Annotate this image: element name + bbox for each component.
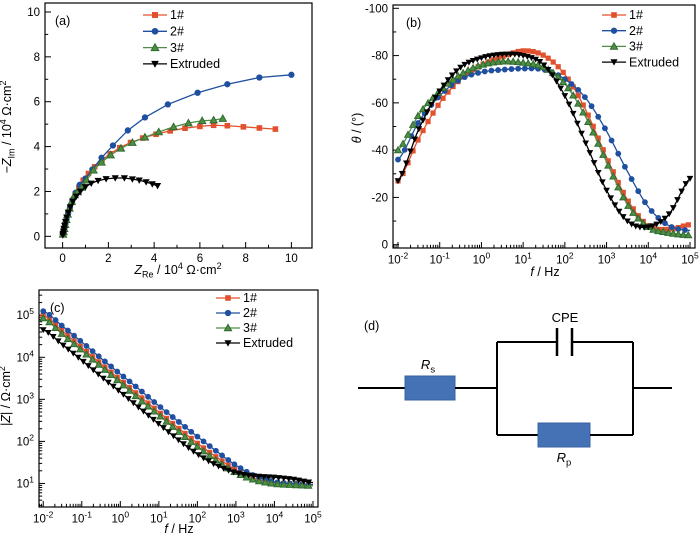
bode-magnitude-chart-svg: 10-2 10-1 100 101 102 103 104 105 101 102 103 104 10…	[0, 289, 322, 536]
svg-text:105: 105	[304, 510, 322, 526]
resistor-rs	[404, 375, 456, 401]
svg-text:100: 100	[112, 510, 130, 526]
label-rs: Rs	[421, 357, 435, 376]
legend-label-3#: 3#	[629, 40, 643, 54]
panel-c-bode-magnitude-plot: 10-2 10-1 100 101 102 103 104 105 101 102 103 104 10…	[0, 280, 350, 538]
legend-label-2#: 2#	[629, 24, 643, 38]
svg-text:102: 102	[189, 510, 207, 526]
svg-text:10-1: 10-1	[430, 251, 451, 267]
legend-label-Extruded: Extruded	[243, 336, 293, 350]
svg-text:-40: -40	[371, 145, 388, 157]
y-axis-title-a: −ZIm / 104 Ω·cm2	[0, 81, 17, 174]
svg-text:101: 101	[150, 510, 168, 526]
label-rp: Rp	[557, 450, 572, 469]
axes-panel-a: 0 2 4 6 8 10 0 2 4 6 8 10 ZRe / 104 Ω·cm2 −ZIm / 104 …	[0, 2, 313, 280]
svg-text:10-2: 10-2	[388, 251, 409, 267]
nyquist-chart-svg: 0 2 4 6 8 10 0 2 4 6 8 10 ZRe / 104 Ω·cm2 −ZIm / 104 …	[0, 2, 313, 280]
axes-panel-c: 10-2 10-1 100 101 102 103 104 105 101 102 103 104 10…	[0, 289, 322, 536]
series-1#	[60, 122, 279, 238]
y-axis-title-b: θ / (°)	[350, 113, 364, 144]
circuit-diagram: Rs CPE Rp (d)	[358, 310, 672, 469]
series-2#	[59, 71, 295, 238]
svg-text:10: 10	[285, 253, 298, 265]
x-axis-title-a: ZRe / 104 Ω·cm2	[133, 261, 221, 280]
series-Extruded	[394, 51, 694, 231]
svg-text:2: 2	[34, 186, 40, 198]
x-axis-title-c: f / Hz	[164, 522, 193, 536]
legend-panel-b: 1# 2# 3#Extruded	[602, 8, 679, 69]
resistor-rp	[537, 422, 591, 448]
series-Extruded	[59, 175, 162, 239]
axes-panel-b: 10-2 10-1 100 101 102 103 104 105 0 -20 -40 -60 -80 -…	[350, 3, 699, 279]
svg-text:4: 4	[151, 253, 158, 265]
svg-text:10-2: 10-2	[33, 510, 54, 526]
svg-text:102: 102	[16, 432, 34, 448]
svg-text:-100: -100	[365, 3, 388, 15]
series-3#	[393, 57, 693, 239]
series-Extruded	[39, 327, 314, 486]
svg-text:105: 105	[16, 306, 34, 322]
panel-letter-c: (c)	[50, 301, 65, 315]
svg-text:101: 101	[514, 251, 532, 267]
svg-text:-20: -20	[371, 192, 388, 204]
panel-a-nyquist-plot: 0 2 4 6 8 10 0 2 4 6 8 10 ZRe / 104 Ω·cm2 −ZIm / 104 …	[0, 0, 350, 285]
svg-text:-60: -60	[371, 98, 388, 110]
svg-text:103: 103	[598, 251, 616, 267]
equivalent-circuit-svg: Rs CPE Rp (d)	[358, 310, 672, 469]
legend-label-1#: 1#	[629, 8, 643, 22]
series-2#	[40, 308, 314, 488]
svg-text:4: 4	[34, 142, 41, 154]
x-axis-title-b: f / Hz	[530, 265, 559, 279]
legend-label-1#: 1#	[243, 291, 257, 305]
svg-text:8: 8	[242, 253, 248, 265]
svg-text:0: 0	[34, 231, 40, 243]
panel-letter-b: (b)	[406, 16, 421, 30]
svg-text:10: 10	[27, 7, 40, 19]
legend-label-1#: 1#	[170, 8, 184, 22]
svg-text:104: 104	[266, 510, 284, 526]
panel-letter-a: (a)	[55, 14, 70, 28]
panel-letter-d: (d)	[364, 319, 379, 333]
svg-text:10-1: 10-1	[72, 510, 93, 526]
legend-panel-a: 1# 2# 3# Extruded	[143, 8, 220, 71]
svg-text:104: 104	[640, 251, 658, 267]
svg-text:-80: -80	[371, 51, 388, 63]
svg-text:103: 103	[227, 510, 245, 526]
legend-label-3#: 3#	[170, 41, 184, 55]
bode-phase-chart-svg: 10-2 10-1 100 101 102 103 104 105 0 -20 -40 -60 -80 -…	[350, 3, 699, 279]
legend-panel-c: 1#2#3#Extruded	[216, 291, 293, 350]
svg-text:6: 6	[34, 97, 40, 109]
svg-text:0: 0	[59, 253, 65, 265]
svg-text:100: 100	[473, 251, 491, 267]
svg-text:105: 105	[681, 251, 699, 267]
svg-text:6: 6	[197, 253, 203, 265]
svg-text:2: 2	[105, 253, 111, 265]
panel-d-equivalent-circuit: Rs CPE Rp (d)	[350, 280, 700, 538]
label-cpe: CPE	[552, 310, 579, 325]
panel-b-bode-phase-plot: 10-2 10-1 100 101 102 103 104 105 0 -20 -40 -60 -80 -…	[350, 0, 700, 285]
svg-text:102: 102	[556, 251, 574, 267]
legend-label-2#: 2#	[243, 306, 257, 320]
legend-label-Extruded: Extruded	[629, 55, 679, 69]
svg-text:8: 8	[34, 52, 40, 64]
legend-label-Extruded: Extruded	[170, 57, 220, 71]
y-axis-title-c: |Z| / Ω·cm2	[0, 366, 13, 426]
series-3#	[39, 313, 314, 489]
legend-label-2#: 2#	[170, 25, 184, 39]
legend-label-3#: 3#	[243, 321, 257, 335]
svg-text:101: 101	[16, 474, 34, 490]
svg-text:0: 0	[382, 240, 388, 252]
svg-text:104: 104	[16, 348, 34, 364]
svg-text:103: 103	[16, 390, 34, 406]
